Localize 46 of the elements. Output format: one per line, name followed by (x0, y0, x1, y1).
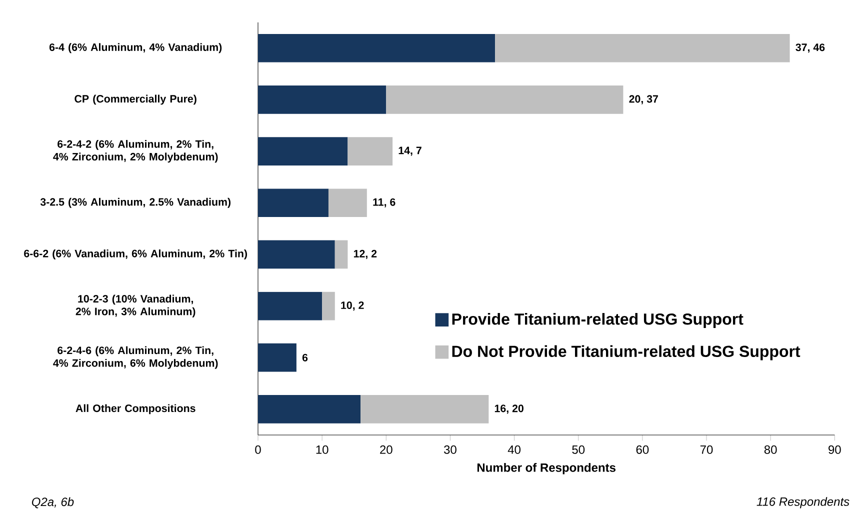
x-tick-label: 70 (700, 445, 713, 454)
bar (495, 34, 790, 62)
legend-label: Do Not Provide Titanium-related USG Support (452, 345, 800, 360)
x-tick-label: 0 (255, 445, 261, 454)
x-axis-title: Number of Respondents (477, 463, 616, 474)
y-tick-label: 6-6-2 (6% Vanadium, 6% Aluminum, 2% Tin) (24, 249, 247, 260)
bar (360, 395, 489, 424)
x-tick-label: 80 (764, 445, 777, 454)
annotation: 11, 6 (373, 198, 396, 208)
text: 116 Respondents (756, 497, 850, 508)
annotation: 20, 37 (629, 95, 658, 104)
bar (322, 292, 335, 320)
bar (258, 240, 335, 269)
y-tick-label: 10-2-3 (10% Vanadium, 2% Iron, 3% Aluminum) (76, 294, 196, 318)
x-tick-label: 50 (572, 445, 585, 454)
y-tick-label: CP (Commercially Pure) (74, 94, 196, 105)
annotation: 6 (302, 354, 308, 362)
bar (258, 395, 361, 424)
y-tick-label: 3-2.5 (3% Aluminum, 2.5% Vanadium) (40, 198, 230, 208)
bar (258, 34, 496, 62)
x-tick-label: 20 (380, 445, 392, 454)
y-tick-label: 6-2-4-2 (6% Aluminum, 2% Tin, 4% Zirconium, 2% Molybdenum) (53, 140, 218, 163)
x-tick-label: 60 (636, 445, 649, 454)
legend-label: Provide Titanium-related USG Support (452, 313, 744, 328)
annotation: 14, 7 (398, 146, 422, 156)
bar (328, 188, 367, 218)
bar (334, 240, 348, 269)
y-tick-label: 6-2-4-6 (6% Aluminum, 2% Tin, 4% Zirconium, 6% Molybdenum) (53, 346, 218, 369)
annotation: 12, 2 (354, 250, 377, 260)
x-tick-label: 30 (444, 445, 456, 454)
bar (258, 86, 386, 114)
x-tick-label: 10 (316, 445, 328, 454)
text: Q2a, 6b (32, 497, 74, 508)
annotation: 16, 20 (494, 404, 524, 414)
y-tick-label: 6-4 (6% Aluminum, 4% Vanadium) (49, 43, 222, 54)
x-tick-label: 90 (828, 445, 841, 454)
annotation: 10, 2 (341, 301, 364, 311)
bar (386, 86, 624, 114)
bar (258, 292, 322, 320)
x-tick-label: 40 (508, 445, 520, 454)
bar (348, 137, 393, 166)
bar (258, 188, 328, 218)
annotation: 37, 46 (796, 44, 825, 53)
bar (258, 137, 348, 166)
bar (258, 343, 296, 372)
y-tick-label: All Other Compositions (76, 404, 196, 414)
